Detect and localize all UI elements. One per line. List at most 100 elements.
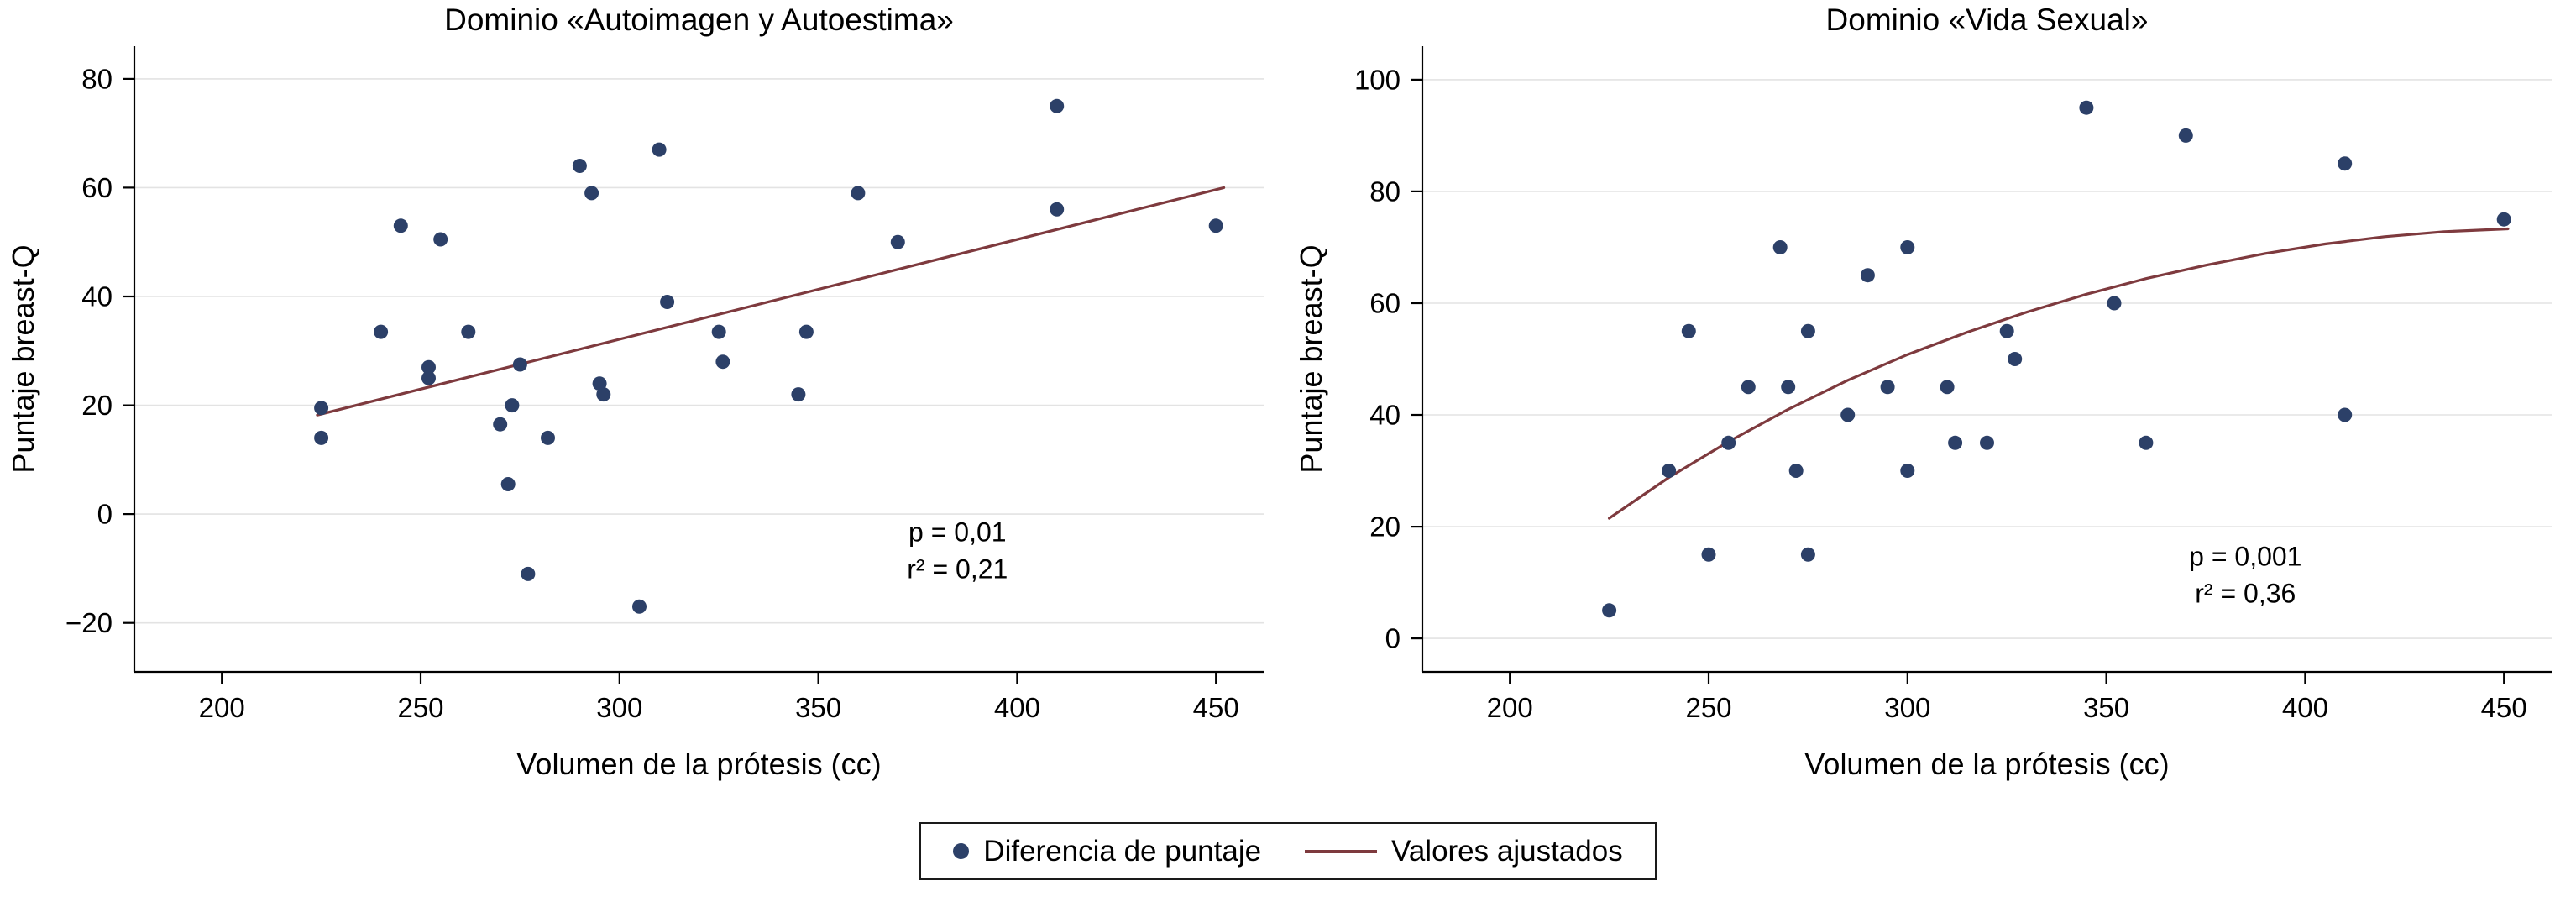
data-point [1788,464,1804,478]
data-point [890,234,905,249]
data-point [1050,202,1065,217]
y-tick-label: 80 [1369,176,1401,207]
y-tick-label: 20 [1369,511,1401,543]
data-point [541,430,555,445]
data-point [2139,435,2154,450]
legend-label-points: Diferencia de puntaje [983,835,1262,868]
x-tick-label: 350 [2083,692,2129,723]
data-point [374,324,389,339]
y-tick-label: 80 [81,63,113,94]
data-point [393,218,408,233]
data-point [2178,128,2193,143]
data-point [1999,323,2014,338]
data-point [1701,547,1716,562]
data-point [1948,435,1963,450]
data-point [596,387,611,402]
y-tick-label: −20 [65,607,113,638]
data-point [1721,435,1736,450]
y-tick-label: 60 [81,172,113,203]
x-tick-label: 450 [2481,692,2527,723]
data-point [2338,156,2353,171]
x-tick-label: 300 [596,692,642,723]
y-tick-label: 60 [1369,288,1401,319]
fit-line-icon [1305,849,1378,853]
data-point [521,566,536,581]
charts-row: −20 0 20 40 60 80 200 250 300 350 400 450 Dominio «A… [0,0,2576,810]
figure-page: −20 0 20 40 60 80 200 250 300 350 400 450 Dominio «A… [0,0,2576,880]
y-tick-label: 0 [97,499,113,530]
data-point [652,142,667,157]
y-tick-label: 100 [1354,64,1401,95]
x-tick-label: 400 [2282,692,2328,723]
data-point [1681,323,1696,338]
data-point [572,159,587,173]
y-tick-label: 0 [1385,623,1401,654]
data-point [1800,547,1815,562]
y-tick-label: 20 [81,390,113,421]
data-point [493,417,508,432]
data-point [1781,380,1796,395]
scatter-plot-vida-sexual: 0 20 40 60 80 100 200 250 300 350 400 450 Dominio «V… [1294,3,2552,781]
data-point [421,359,436,375]
data-point [715,354,730,370]
data-point [2079,100,2094,115]
x-axis-label: Volumen de la prótesis (cc) [516,747,881,781]
x-tick-label: 300 [1884,692,1930,723]
data-point [433,232,448,247]
x-tick-label: 200 [199,692,245,723]
data-point [461,324,476,339]
chart-title: Dominio «Vida Sexual» [1826,3,2149,37]
fitted-line [316,186,1226,417]
legend-label-fit-line: Valores ajustados [1391,835,1623,868]
data-point [1662,464,1677,478]
data-point [1900,464,1915,478]
data-point [2107,296,2122,311]
legend: Diferencia de puntaje Valores ajustados [919,822,1657,880]
data-point [1800,323,1815,338]
data-point [2338,407,2353,422]
chart-vida-sexual: 0 20 40 60 80 100 200 250 300 350 400 450 Dominio «V… [1288,0,2576,810]
data-point [505,398,520,413]
data-point [1050,98,1065,113]
x-axis-label: Volumen de la prótesis (cc) [1804,747,2169,781]
x-tick-label: 200 [1487,692,1533,723]
annotation-text: r² = 0,21 [907,554,1008,585]
data-point [1741,380,1756,395]
x-tick-label: 250 [1685,692,1731,723]
data-point [711,324,726,339]
data-point [791,387,806,402]
legend-row: Diferencia de puntaje Valores ajustados [0,822,2576,880]
data-point [1860,268,1875,283]
data-point [2008,352,2023,366]
data-point [500,477,516,491]
data-point [1900,240,1915,254]
y-tick-label: 40 [81,281,113,312]
data-point [798,324,814,339]
data-point [632,599,647,614]
x-tick-label: 250 [397,692,443,723]
data-point [512,357,527,372]
y-axis-label: Puntaje breast-Q [6,244,40,473]
annotation-text: p = 0,001 [2189,542,2301,572]
x-tick-label: 350 [795,692,841,723]
fitted-line [1608,227,2510,520]
data-point [851,186,866,201]
chart-title: Dominio «Autoimagen y Autoestima» [444,3,954,37]
data-point [592,376,607,391]
chart-autoimagen-autoestima: −20 0 20 40 60 80 200 250 300 350 400 450 Dominio «A… [0,0,1288,810]
data-point [1980,435,1994,450]
data-point [1602,603,1617,618]
data-point [2496,212,2511,227]
data-point [1772,240,1788,254]
x-tick-label: 400 [994,692,1040,723]
legend-item-points: Diferencia de puntaje [953,836,1261,866]
data-point [421,370,436,385]
x-tick-label: 450 [1193,692,1239,723]
data-point [1940,380,1955,395]
scatter-marker-icon [953,843,970,859]
data-point [584,186,599,201]
data-point [1208,218,1223,233]
scatter-plot-autoimagen: −20 0 20 40 60 80 200 250 300 350 400 450 Dominio «A… [6,3,1264,781]
data-point [1840,407,1856,422]
annotation-text: r² = 0,36 [2195,579,2296,609]
